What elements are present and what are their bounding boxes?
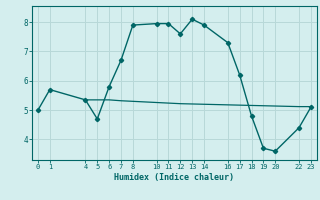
X-axis label: Humidex (Indice chaleur): Humidex (Indice chaleur) bbox=[115, 173, 234, 182]
